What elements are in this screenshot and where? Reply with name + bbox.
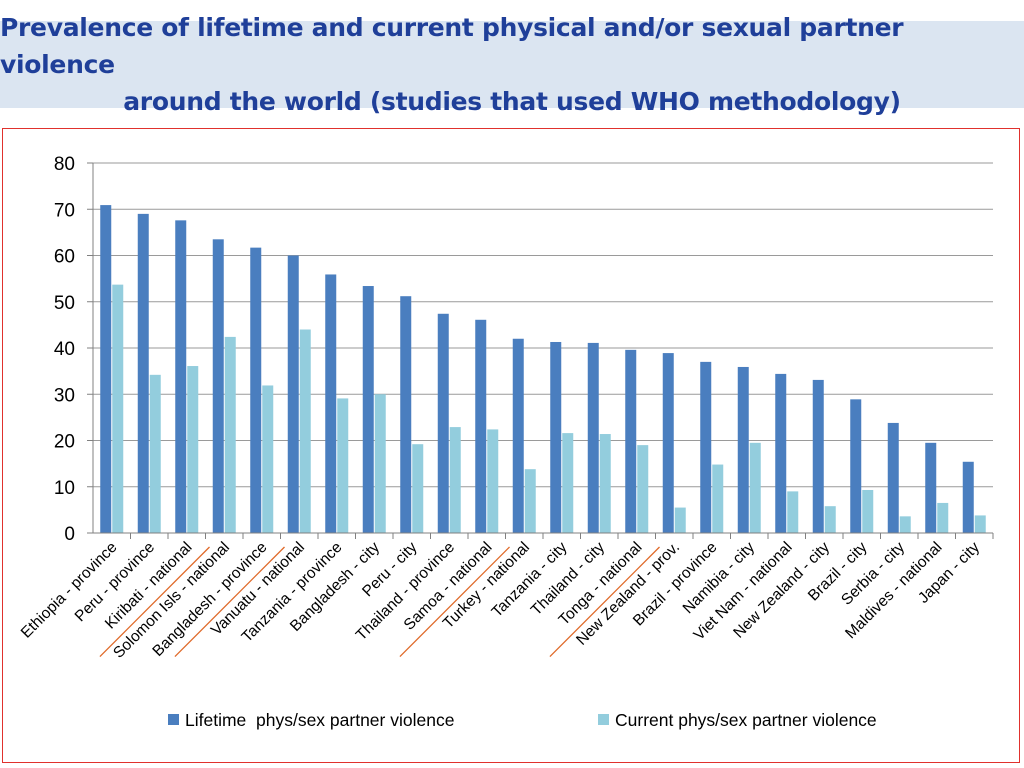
y-tick-label: 60	[54, 247, 75, 268]
y-tick-label: 10	[54, 478, 75, 499]
bar-current: Maldives - national: 6.5	[937, 502, 949, 533]
y-tick-label: 20	[54, 432, 75, 453]
bar-lifetime: Brazil - province: 37	[700, 361, 712, 533]
bar-current: Peru - province: 34.2	[149, 374, 161, 533]
y-tick-label: 50	[54, 293, 75, 314]
bar-lifetime: Tanzania - city: 41.3	[550, 341, 562, 533]
legend-label-lifetime: Lifetime phys/sex partner violence	[185, 710, 454, 730]
bar-current: Thailand - city: 21.4	[599, 434, 611, 533]
y-tick-label: 80	[54, 154, 75, 175]
bar-lifetime: Bangladesh - province: 61.7	[250, 247, 262, 533]
bar-current: Japan - city: 3.8	[974, 515, 986, 533]
bar-lifetime: New Zealand - city: 33.1	[812, 379, 824, 533]
divider-mark	[399, 546, 510, 658]
bar-current: Ethiopia - province: 53.7	[112, 284, 124, 533]
divider-marks	[99, 546, 660, 658]
bar-lifetime: Turkey - national: 42	[512, 338, 524, 533]
legend-swatch-current	[598, 714, 609, 725]
legend: Lifetime phys/sex partner violence Curren…	[168, 710, 877, 730]
bar-lifetime: Tonga - national: 39.6	[625, 349, 637, 533]
bar-lifetime: Namibia - city: 35.9	[737, 366, 749, 533]
bar-lifetime: Viet Nam - national: 34.4	[775, 373, 787, 533]
legend-label-current: Current phys/sex partner violence	[615, 710, 877, 730]
bar-current: Namibia - city: 19.5	[749, 442, 761, 533]
chart-frame	[2, 128, 1020, 763]
slide-title-line-1: Prevalence of lifetime and current physi…	[0, 13, 904, 79]
bar-lifetime: Bangladesh - city: 53.4	[362, 286, 374, 533]
gridlines	[93, 162, 993, 488]
y-tick-label: 70	[54, 200, 75, 221]
legend-swatch-lifetime	[168, 714, 179, 725]
y-tick-label: 40	[54, 339, 75, 360]
bar-lifetime: Thailand - province: 47.4	[437, 313, 449, 533]
bar-current: Tonga - national: 19	[637, 445, 649, 533]
bar-lifetime: Thailand - city: 41.1	[587, 342, 599, 533]
bar-lifetime: Kiribati - national: 67.6	[175, 220, 187, 533]
bars: Ethiopia - province: 70.9Ethiopia - prov…	[100, 205, 986, 533]
bar-current: Tanzania - province: 29.1	[337, 398, 349, 533]
y-tick-label: 30	[54, 385, 75, 406]
y-tick-label: 0	[64, 524, 75, 545]
bar-lifetime: Serbia - city: 23.8	[887, 422, 899, 533]
bar-lifetime: Maldives - national: 19.5	[925, 442, 937, 533]
bar-current: Samoa - national: 22.4	[487, 429, 499, 533]
bar-lifetime: Samoa - national: 46.1	[475, 319, 487, 533]
slide-title-line-2: around the world (studies that used WHO …	[123, 87, 901, 116]
divider-mark	[174, 546, 285, 658]
bar-lifetime: Solomon Isls - national: 63.5	[212, 239, 224, 533]
bar-lifetime: Brazil - city: 28.9	[850, 399, 862, 533]
bar-current: Brazil - province: 14.8	[712, 464, 724, 533]
bar-current: New Zealand - city: 5.8	[824, 506, 836, 533]
bar-current: Bangladesh - province: 31.9	[262, 385, 274, 533]
bar-current: Tanzania - city: 21.6	[562, 433, 574, 533]
bar-current: Turkey - national: 13.8	[524, 469, 536, 533]
bar-current: Vanuatu - national: 44	[299, 329, 311, 533]
bar-lifetime: New Zealand - prov.: 38.9	[662, 353, 674, 533]
bar-lifetime: Tanzania - province: 55.9	[325, 274, 337, 533]
bar-current: Solomon Isls - national: 42.4	[224, 336, 236, 533]
title-band: Prevalence of lifetime and current physi…	[0, 13, 1024, 116]
bar-current: Brazil - city: 9.3	[862, 489, 874, 533]
bar-lifetime: Ethiopia - province: 70.9	[100, 205, 112, 533]
divider-mark	[99, 546, 210, 658]
bar-current: Thailand - province: 22.9	[449, 427, 461, 533]
bar-lifetime: Peru - city: 51.2	[400, 296, 412, 533]
bar-current: Bangladesh - city: 30	[374, 394, 386, 533]
bar-current: Serbia - city: 3.6	[899, 516, 911, 533]
bar-lifetime: Japan - city: 15.4	[962, 461, 974, 533]
bar-current: Kiribati - national: 36.1	[187, 366, 199, 533]
bar-current: New Zealand - prov.: 5.5	[674, 507, 686, 533]
bar-lifetime: Vanuatu - national: 60	[287, 255, 299, 533]
divider-mark	[549, 546, 660, 658]
bar-current: Viet Nam - national: 9	[787, 491, 799, 533]
bar-lifetime: Peru - province: 69	[137, 213, 149, 533]
axes: 0 10 20 30 40 50 60 70 80	[54, 154, 994, 545]
bar-current: Peru - city: 19.2	[412, 444, 424, 533]
